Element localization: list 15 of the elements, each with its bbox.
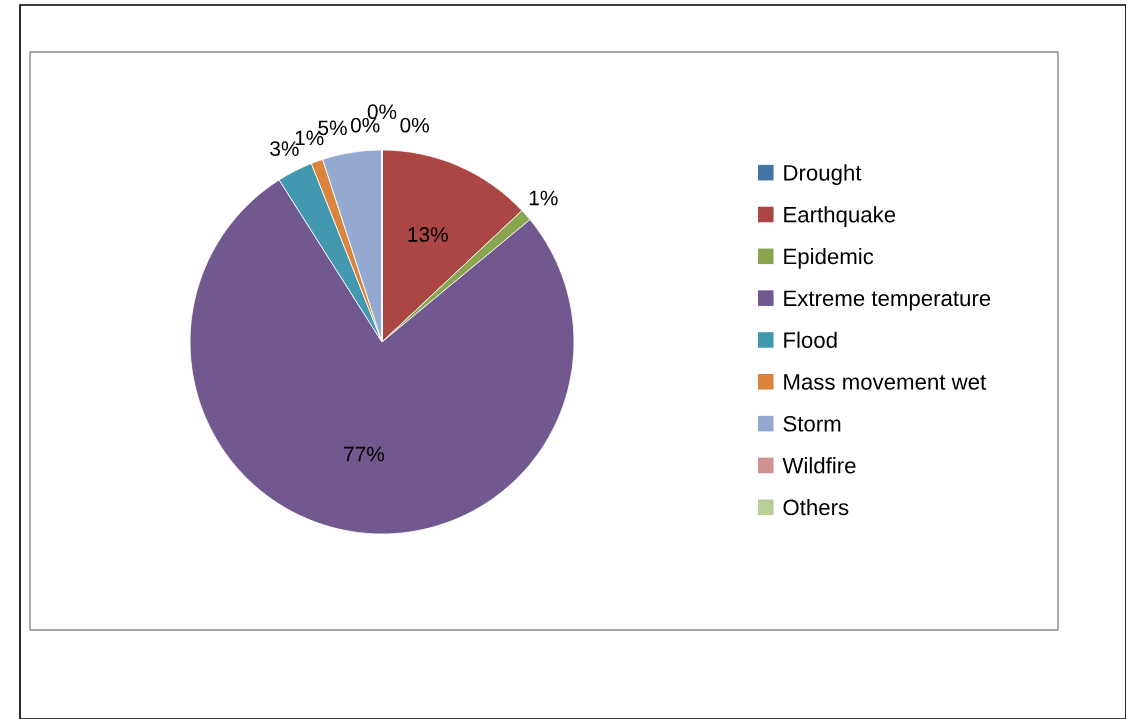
legend-label: Others — [783, 498, 849, 516]
text: 0% — [350, 117, 380, 133]
legend-label: Earthquake — [784, 206, 896, 227]
legend-label: Wildfire — [782, 457, 856, 474]
data-label: 1% — [529, 190, 558, 206]
data-label: 77% — [344, 446, 385, 462]
legend-label: Storm — [783, 415, 841, 432]
legend-label: Mass movement wet — [784, 374, 987, 390]
text: 0% — [400, 117, 429, 133]
legend-label: Epidemic — [784, 247, 874, 269]
legend-label: Flood — [784, 331, 837, 348]
data-label: 13% — [408, 227, 448, 242]
legend-label: Drought — [784, 164, 862, 186]
legend-label: Extreme temperature — [784, 290, 991, 311]
text: 0% — [367, 104, 397, 120]
